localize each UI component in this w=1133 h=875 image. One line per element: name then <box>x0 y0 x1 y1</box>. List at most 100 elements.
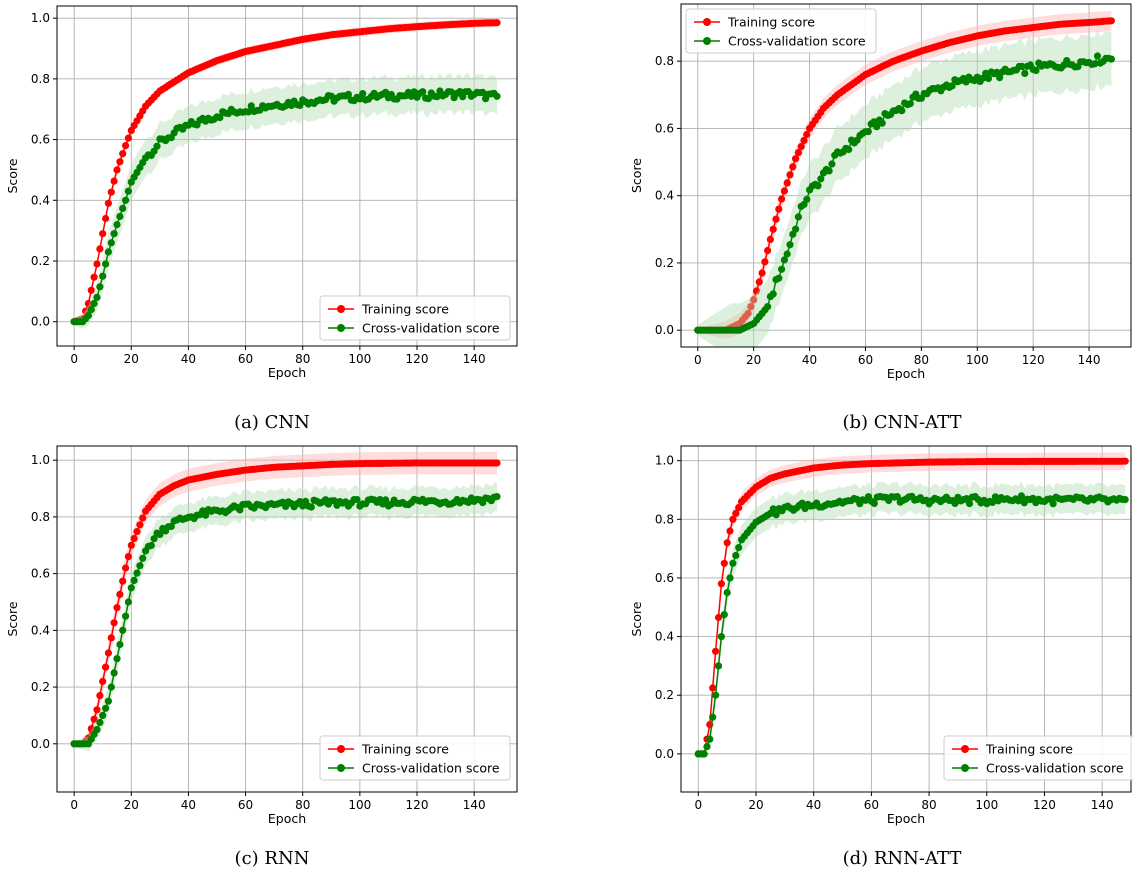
x-tick-label: 140 <box>1078 353 1101 367</box>
data-point <box>873 123 881 131</box>
legend-marker <box>337 764 345 772</box>
data-point <box>772 511 780 519</box>
data-point <box>147 541 155 550</box>
data-point <box>1093 52 1102 60</box>
x-tick-label: 40 <box>181 798 196 812</box>
data-point <box>133 528 141 536</box>
data-point <box>110 230 118 238</box>
data-point <box>766 235 775 243</box>
legend-label: Cross-validation score <box>362 321 500 336</box>
axes-frame <box>680 3 1132 348</box>
data-point <box>898 107 906 115</box>
y-tick-label: 0.2 <box>31 254 50 268</box>
data-point <box>775 205 783 213</box>
data-point <box>493 92 501 100</box>
data-point <box>723 539 731 547</box>
panel-caption: (a) CNN <box>234 412 310 433</box>
data-point <box>735 504 743 512</box>
data-point <box>758 269 766 277</box>
data-point <box>984 74 993 83</box>
data-point <box>814 182 822 190</box>
data-point <box>714 613 723 622</box>
data-point <box>720 559 728 567</box>
confidence-band-validation <box>74 72 497 330</box>
data-point <box>102 260 110 268</box>
x-tick-label: 20 <box>748 798 763 812</box>
data-point <box>107 239 115 247</box>
legend-marker <box>703 37 711 45</box>
x-tick-label: 20 <box>124 798 139 812</box>
data-point <box>479 88 487 96</box>
y-tick-label: 0.8 <box>31 510 50 524</box>
data-point <box>769 505 777 513</box>
data-point <box>433 93 441 101</box>
data-point <box>1021 69 1029 77</box>
data-point <box>870 499 878 507</box>
data-point <box>783 250 791 258</box>
data-point <box>709 713 717 721</box>
data-point <box>102 663 110 671</box>
data-point <box>136 562 144 570</box>
y-tick-label: 0.6 <box>655 571 674 585</box>
data-point <box>729 559 737 567</box>
data-point <box>116 158 124 166</box>
x-tick-label: 60 <box>864 798 879 812</box>
data-point <box>99 677 107 686</box>
plot-area <box>694 10 1115 347</box>
axes-frame <box>56 445 518 793</box>
data-point <box>96 245 104 253</box>
data-point <box>772 215 780 223</box>
data-point <box>1017 492 1025 500</box>
data-point <box>307 503 315 511</box>
data-point <box>96 718 104 727</box>
data-point <box>735 544 743 552</box>
data-point <box>119 204 127 212</box>
data-point <box>87 306 95 314</box>
data-point <box>382 88 390 96</box>
data-point <box>107 634 115 642</box>
data-point <box>119 150 127 158</box>
data-point <box>828 160 836 168</box>
data-point <box>764 303 772 311</box>
x-tick-label: 20 <box>124 352 139 366</box>
legend-marker <box>961 764 969 772</box>
y-tick-label: 0.6 <box>31 133 50 147</box>
data-point <box>113 221 121 229</box>
data-point <box>150 535 158 543</box>
x-tick-label: 60 <box>858 353 873 367</box>
x-tick-label: 120 <box>1033 798 1056 812</box>
x-tick-label: 80 <box>295 798 310 812</box>
data-point <box>93 260 101 268</box>
data-point <box>1018 62 1026 70</box>
data-point <box>761 258 769 266</box>
panel-caption: (c) RNN <box>235 848 310 869</box>
data-point <box>104 199 112 207</box>
data-point <box>726 574 734 582</box>
data-point <box>93 706 101 714</box>
data-point <box>780 256 789 264</box>
data-point <box>236 506 244 514</box>
data-point <box>167 522 175 531</box>
data-point <box>792 225 800 233</box>
data-point <box>988 498 997 506</box>
data-point <box>116 640 124 649</box>
data-point <box>119 626 127 634</box>
data-point <box>797 143 805 151</box>
legend-marker <box>961 745 969 753</box>
data-point <box>996 74 1004 82</box>
data-point <box>993 68 1001 76</box>
data-point <box>752 287 761 295</box>
data-point <box>113 166 121 174</box>
x-tick-label: 40 <box>806 798 821 812</box>
legend: Training score Cross-validation score <box>319 735 511 781</box>
data-point <box>775 274 783 282</box>
data-point <box>107 188 115 196</box>
x-tick-label: 100 <box>966 353 989 367</box>
y-tick-label: 1.0 <box>31 453 50 467</box>
panel-caption: (b) CNN-ATT <box>842 412 961 433</box>
x-axis-label: Epoch <box>268 365 306 380</box>
data-point <box>96 283 104 291</box>
data-point <box>706 735 714 743</box>
legend-label: Cross-validation score <box>986 761 1124 776</box>
